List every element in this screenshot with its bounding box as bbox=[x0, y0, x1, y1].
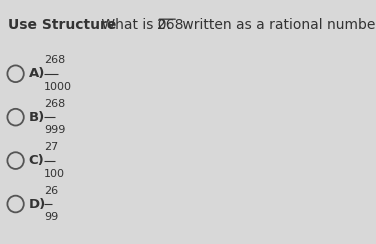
Text: D): D) bbox=[29, 197, 46, 211]
Text: 26: 26 bbox=[44, 186, 58, 196]
Text: 99: 99 bbox=[44, 212, 58, 222]
Text: 27: 27 bbox=[44, 142, 58, 152]
Text: B): B) bbox=[29, 111, 45, 124]
Text: 268: 268 bbox=[156, 18, 183, 32]
Text: Use Structure: Use Structure bbox=[9, 18, 117, 32]
Text: written as a rational number?: written as a rational number? bbox=[178, 18, 376, 32]
Text: 999: 999 bbox=[44, 125, 65, 135]
Text: 268: 268 bbox=[44, 55, 65, 65]
Text: A): A) bbox=[29, 67, 45, 80]
Text: What is 0.: What is 0. bbox=[97, 18, 170, 32]
Text: 268: 268 bbox=[44, 99, 65, 109]
Text: C): C) bbox=[29, 154, 44, 167]
Text: 1000: 1000 bbox=[44, 82, 72, 92]
Text: 100: 100 bbox=[44, 169, 65, 179]
